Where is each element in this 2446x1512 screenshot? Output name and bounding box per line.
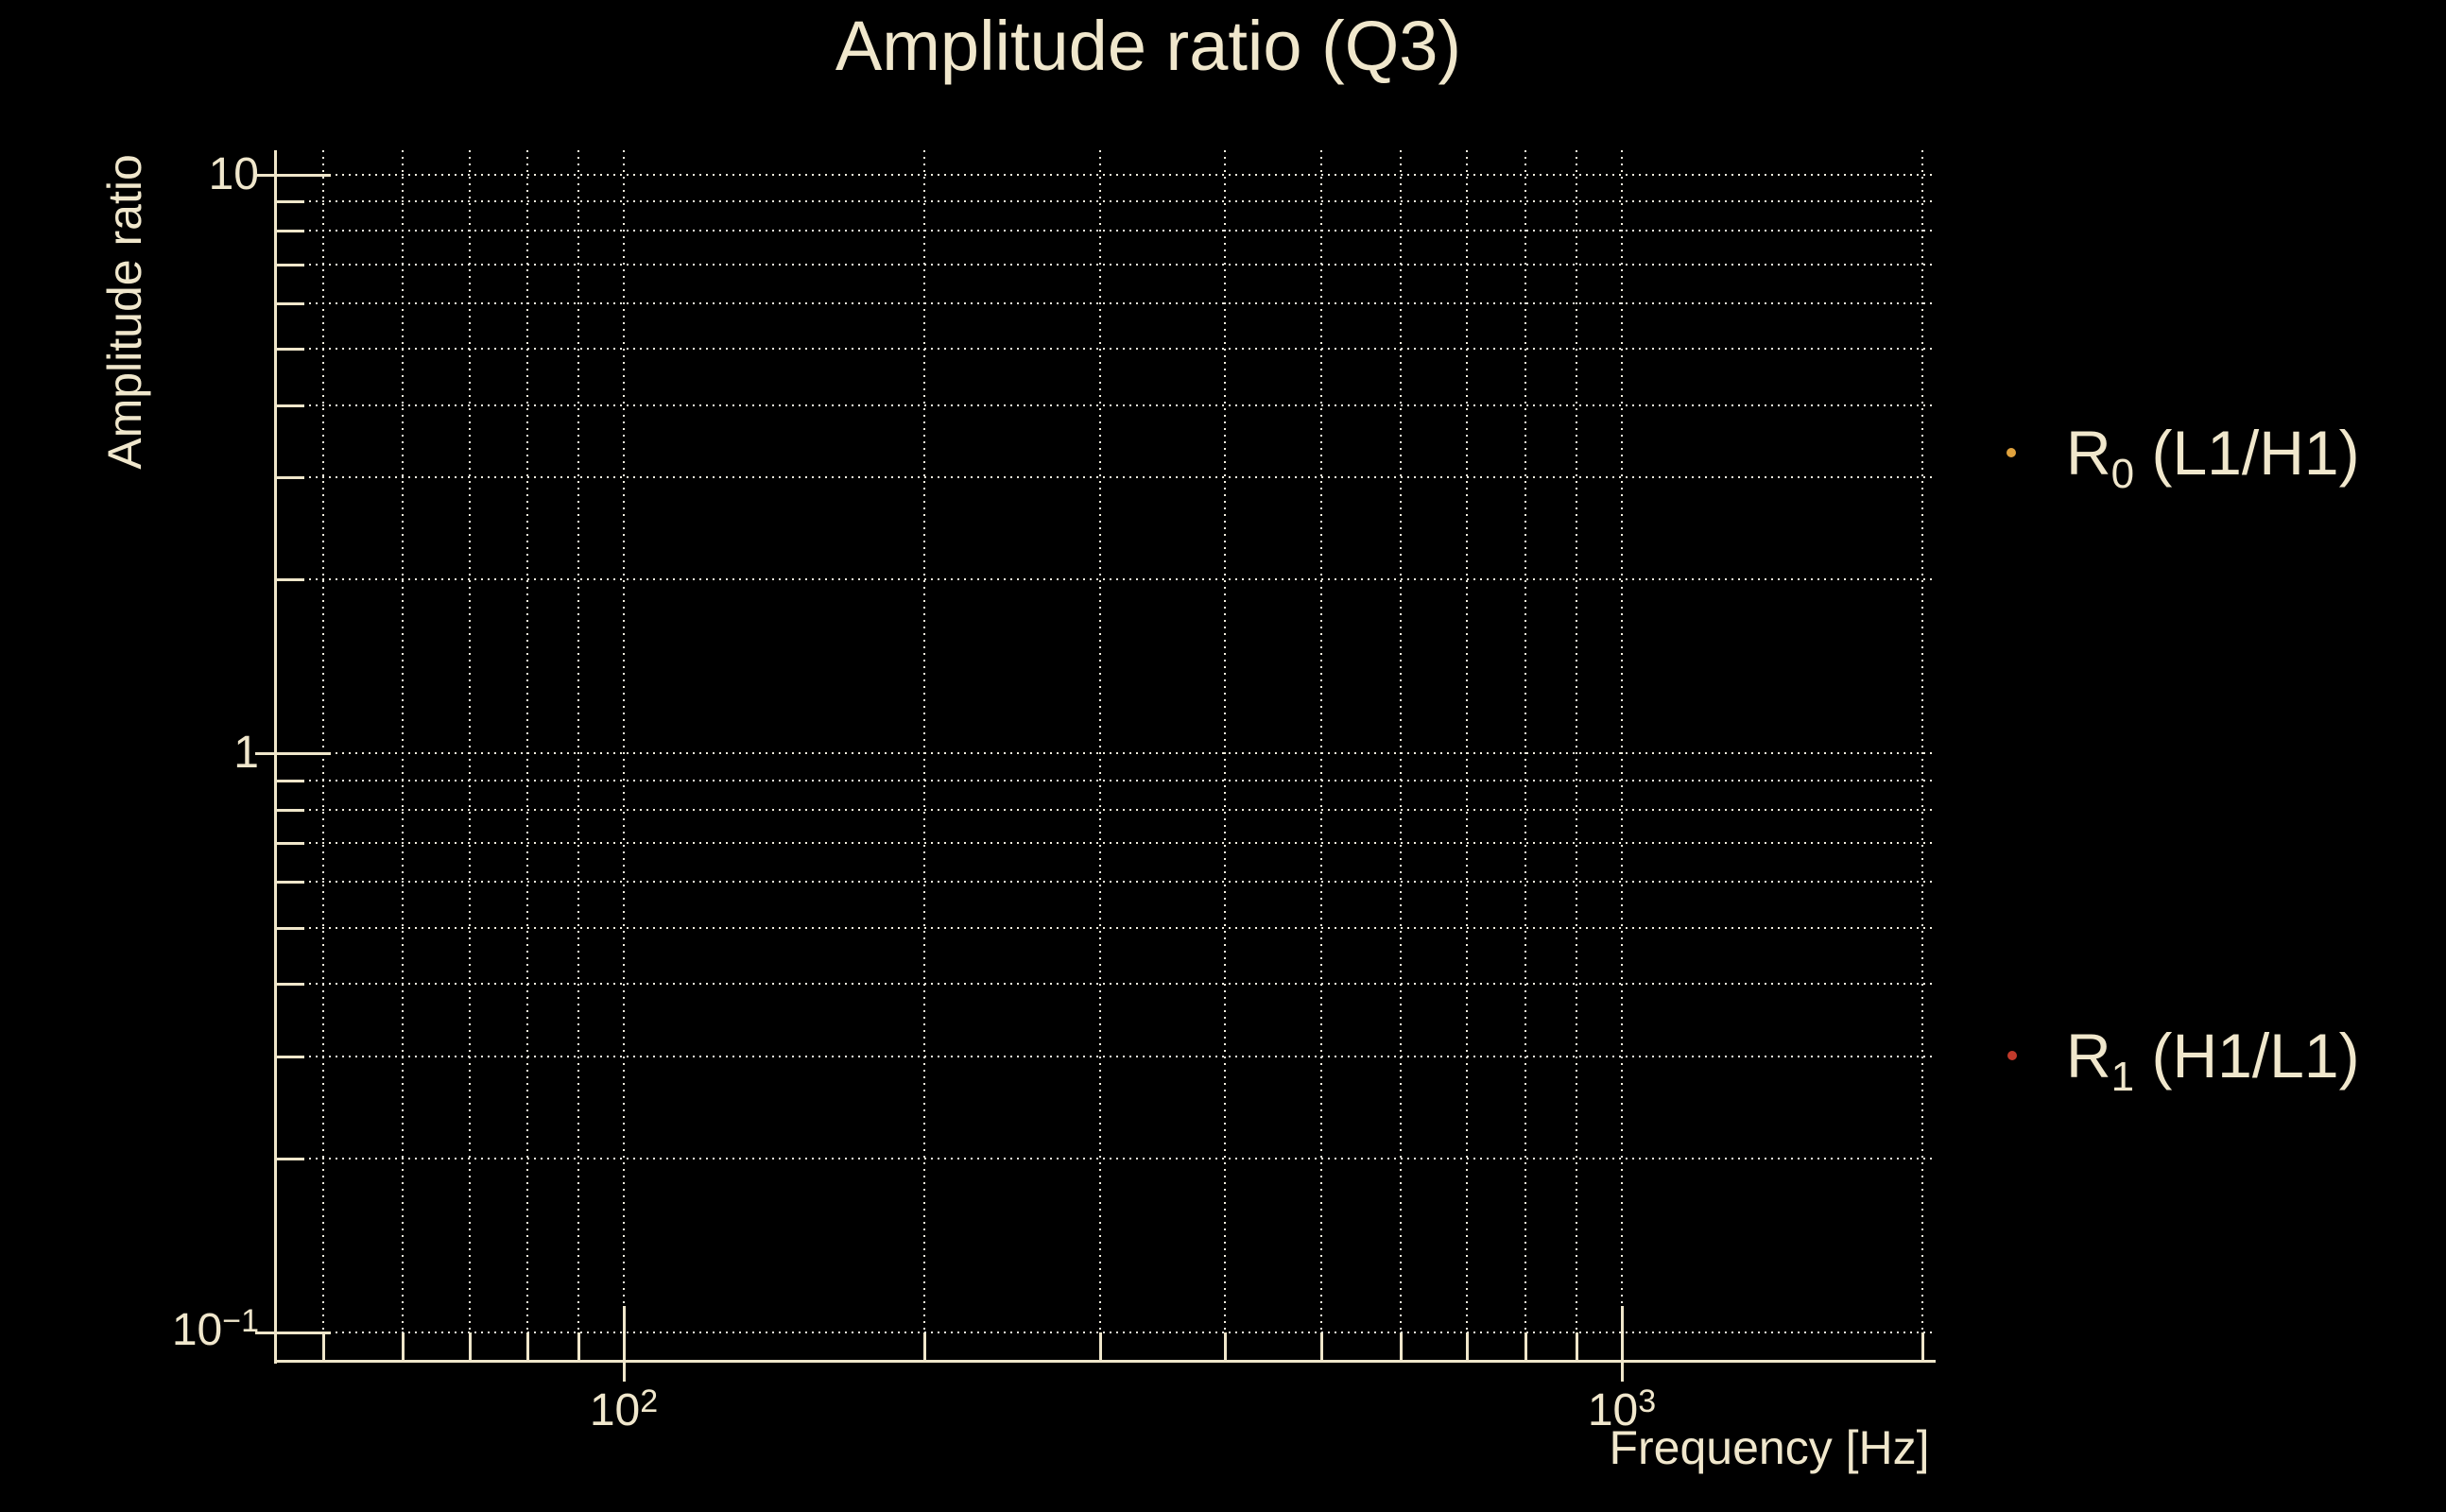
- x-tick-mark: [1524, 1332, 1527, 1361]
- y-tick-mark: [276, 926, 304, 930]
- x-gridline: [1098, 150, 1101, 1361]
- x-tick-label-100: 102: [520, 1383, 728, 1440]
- y-gridline: [276, 1331, 1933, 1333]
- y-tick-label-0.1-base: 10: [171, 1305, 223, 1355]
- legend-marker-dot: [2007, 1051, 2017, 1060]
- y-tick-label-10-base: 10: [208, 149, 259, 199]
- x-gridline: [1223, 150, 1226, 1361]
- y-tick-mark: [276, 842, 304, 846]
- y-tick-mark: [276, 1157, 304, 1160]
- y-gridline: [276, 348, 1933, 351]
- y-gridline: [276, 230, 1933, 232]
- y-gridline: [276, 926, 1933, 929]
- y-gridline: [276, 1055, 1933, 1057]
- legend-marker-dot: [2007, 448, 2016, 457]
- x-tick-label-100-exp: 2: [640, 1383, 659, 1419]
- y-gridline: [276, 1157, 1933, 1160]
- y-gridline: [276, 404, 1933, 406]
- y-gridline: [276, 808, 1933, 811]
- y-tick-mark: [276, 881, 304, 885]
- x-gridline: [468, 150, 471, 1361]
- x-gridline: [322, 150, 325, 1361]
- x-tick-label-1000-base: 10: [1587, 1385, 1639, 1435]
- x-tick-label-1000-exp: 3: [1638, 1383, 1657, 1419]
- y-tick-mark: [255, 752, 331, 756]
- x-tick-mark: [623, 1306, 627, 1382]
- x-tick-mark: [401, 1332, 405, 1361]
- y-gridline: [276, 200, 1933, 203]
- y-tick-mark: [255, 1331, 331, 1334]
- x-tick-mark: [1575, 1332, 1578, 1361]
- y-tick-mark: [276, 263, 304, 266]
- y-gridline: [276, 881, 1933, 884]
- legend-entry-r0-main: R: [2066, 418, 2111, 488]
- y-gridline: [276, 983, 1933, 986]
- legend-entry-r0-rest: (L1/H1): [2134, 418, 2360, 488]
- legend-entry-r0: R0 (L1/H1): [2066, 417, 2360, 497]
- x-tick-mark: [1620, 1306, 1624, 1382]
- y-axis-spine: [274, 150, 277, 1364]
- x-gridline: [525, 150, 528, 1361]
- y-tick-mark: [276, 348, 304, 352]
- x-tick-mark: [1399, 1332, 1403, 1361]
- legend-entry-r1-main: R: [2066, 1021, 2111, 1091]
- y-gridline: [276, 779, 1933, 782]
- y-tick-mark: [276, 578, 304, 582]
- chart-title: Amplitude ratio (Q3): [835, 7, 1462, 85]
- y-tick-mark: [276, 808, 304, 812]
- x-gridline: [1524, 150, 1526, 1361]
- y-tick-label-1: 1: [60, 728, 259, 782]
- x-tick-mark: [1320, 1332, 1324, 1361]
- legend-entry-r0-sub: 0: [2110, 451, 2135, 497]
- x-gridline: [1620, 150, 1623, 1361]
- y-tick-mark: [276, 779, 304, 782]
- legend-entry-r1-rest: (H1/L1): [2134, 1021, 2360, 1091]
- x-tick-label-1000: 103: [1518, 1383, 1726, 1440]
- x-gridline: [1575, 150, 1577, 1361]
- x-tick-mark: [1921, 1332, 1924, 1361]
- x-tick-mark: [468, 1332, 472, 1361]
- y-tick-label-1-base: 1: [233, 728, 259, 778]
- y-gridline: [276, 752, 1933, 755]
- x-gridline: [922, 150, 925, 1361]
- y-gridline: [276, 476, 1933, 479]
- x-gridline: [577, 150, 579, 1361]
- y-tick-mark: [276, 476, 304, 480]
- x-gridline: [1320, 150, 1323, 1361]
- x-gridline: [1921, 150, 1923, 1361]
- x-axis-spine: [274, 1360, 1936, 1363]
- y-gridline: [276, 174, 1933, 177]
- y-gridline: [276, 263, 1933, 266]
- y-tick-mark: [276, 404, 304, 407]
- y-tick-mark: [255, 174, 331, 178]
- x-tick-mark: [1466, 1332, 1470, 1361]
- y-tick-mark: [276, 1055, 304, 1058]
- x-axis-label: Frequency [Hz]: [1609, 1421, 1930, 1474]
- y-gridline: [276, 301, 1933, 304]
- y-tick-mark: [276, 301, 304, 305]
- y-gridline: [276, 578, 1933, 581]
- x-tick-label-100-base: 10: [589, 1385, 641, 1435]
- y-tick-mark: [276, 200, 304, 204]
- x-gridline: [401, 150, 404, 1361]
- x-tick-mark: [525, 1332, 529, 1361]
- x-tick-mark: [322, 1332, 326, 1361]
- y-tick-label-0.1: 10−1: [60, 1303, 259, 1360]
- y-tick-mark: [276, 230, 304, 233]
- legend-entry-r1: R1 (H1/L1): [2066, 1020, 2360, 1100]
- x-gridline: [623, 150, 626, 1361]
- y-gridline: [276, 842, 1933, 845]
- y-tick-label-10: 10: [60, 149, 259, 204]
- y-tick-label-0.1-exp: −1: [222, 1303, 259, 1339]
- x-gridline: [1466, 150, 1469, 1361]
- x-tick-mark: [922, 1332, 926, 1361]
- x-tick-mark: [577, 1332, 580, 1361]
- x-tick-mark: [1098, 1332, 1102, 1361]
- y-tick-mark: [276, 983, 304, 987]
- x-tick-mark: [1223, 1332, 1227, 1361]
- x-gridline: [1399, 150, 1402, 1361]
- legend-entry-r1-sub: 1: [2110, 1054, 2135, 1100]
